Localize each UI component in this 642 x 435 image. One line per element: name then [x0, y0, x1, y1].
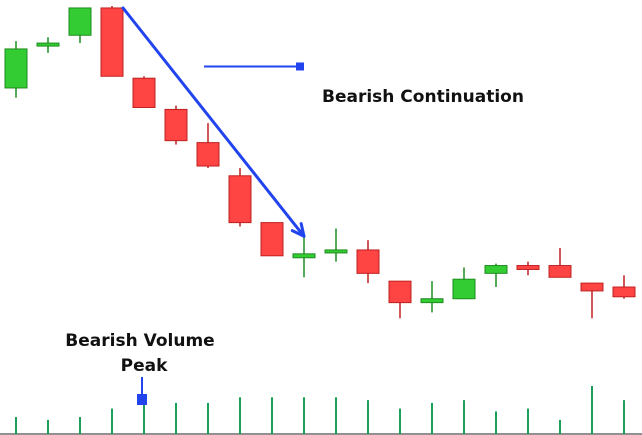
candle: [36, 37, 60, 53]
candle: [484, 263, 508, 288]
candle-body: [196, 142, 220, 167]
candle-body: [100, 7, 124, 77]
bearish-trend-arrowhead: [290, 222, 306, 238]
candle-body: [388, 280, 412, 304]
candle-body: [260, 222, 284, 257]
candle-body: [356, 249, 380, 274]
candle: [100, 6, 124, 77]
candle: [452, 267, 476, 300]
candle-body: [452, 278, 476, 300]
bearish-volume-peak-label-line2: Peak: [121, 356, 168, 376]
candle-body: [132, 77, 156, 108]
bearish-volume-peak-label-line1: Bearish Volume: [65, 331, 214, 351]
candle: [164, 105, 188, 145]
candle-body: [580, 282, 604, 292]
candle-body: [420, 298, 444, 304]
annotations: Bearish Continuation Bearish Volume Peak: [65, 6, 524, 405]
candle: [4, 41, 28, 98]
candle-body: [4, 48, 28, 89]
candle: [324, 228, 348, 262]
candle-body: [516, 265, 540, 270]
candle-body: [324, 249, 348, 254]
candle: [260, 222, 284, 257]
volume-bars: [15, 386, 625, 434]
candle-body: [228, 175, 252, 224]
candle: [388, 280, 412, 319]
bearish-trend-arrow: [121, 6, 306, 238]
candle: [292, 236, 316, 278]
candle-body: [292, 253, 316, 259]
candle-body: [484, 265, 508, 274]
candle-body: [36, 42, 60, 47]
candle: [420, 281, 444, 313]
candle: [356, 240, 380, 284]
candle: [196, 123, 220, 168]
candle: [548, 247, 572, 278]
candle-body: [548, 265, 572, 278]
candle: [580, 282, 604, 319]
continuation-marker: [296, 62, 304, 71]
candle: [68, 7, 92, 44]
candles: [4, 6, 636, 319]
candle: [612, 275, 636, 299]
candle: [228, 167, 252, 227]
volume-peak-marker: [137, 394, 147, 405]
candle-body: [164, 108, 188, 142]
candle-body: [68, 7, 92, 36]
candle-body: [612, 286, 636, 298]
candle: [516, 261, 540, 276]
bearish-continuation-label: Bearish Continuation: [322, 87, 524, 107]
candle: [132, 76, 156, 108]
